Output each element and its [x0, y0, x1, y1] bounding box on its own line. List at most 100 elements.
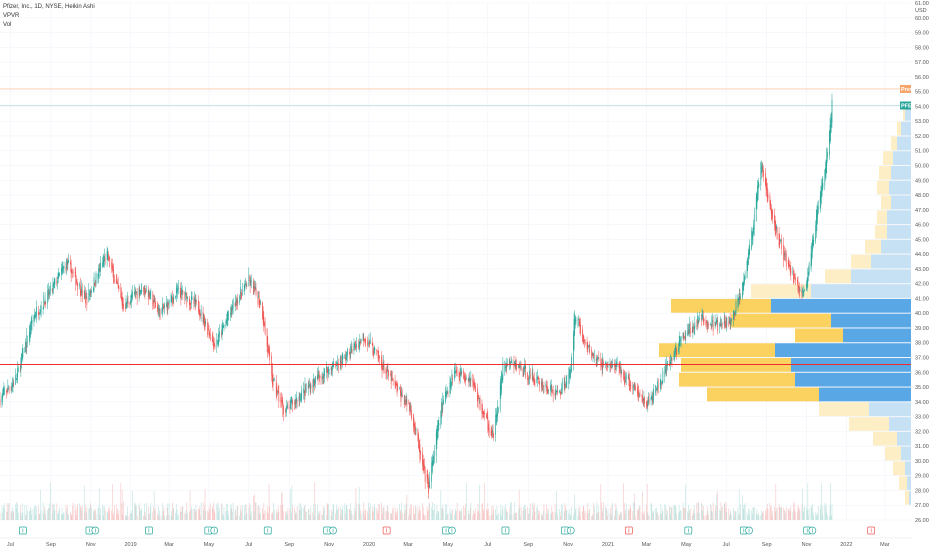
volume-bar — [603, 502, 604, 520]
volume-bar — [386, 505, 388, 520]
volume-bar — [104, 509, 106, 520]
candle — [217, 339, 218, 345]
event-markers[interactable] — [19, 526, 876, 535]
dividend-marker[interactable] — [91, 526, 100, 535]
volume-bar — [467, 510, 469, 520]
candle — [648, 392, 650, 405]
volume-bar — [541, 514, 543, 520]
volume-bar — [432, 509, 434, 520]
volume-bar — [591, 515, 592, 520]
volume-bar — [171, 511, 173, 520]
candle — [378, 350, 380, 363]
volume-bar — [253, 511, 255, 520]
candle — [738, 288, 740, 305]
volume-bar — [817, 514, 818, 520]
volume-bar — [72, 502, 74, 520]
candle — [428, 473, 429, 499]
volume-bar — [748, 514, 750, 520]
volume-bar — [509, 506, 511, 520]
dividend-marker[interactable] — [566, 526, 575, 535]
earnings-marker[interactable] — [263, 526, 272, 535]
volume-bar — [703, 506, 704, 520]
volume-bar — [248, 507, 250, 520]
split-marker[interactable] — [625, 526, 633, 535]
candle — [76, 275, 77, 284]
earnings-marker[interactable] — [85, 526, 94, 535]
candle — [230, 303, 232, 318]
candle — [394, 374, 396, 390]
candle — [259, 299, 261, 309]
volume-bar — [181, 511, 182, 520]
volume-bar — [113, 512, 114, 520]
candle — [504, 360, 506, 376]
dividend-marker[interactable] — [448, 526, 456, 535]
volume-bar — [349, 508, 351, 520]
dividend-marker[interactable] — [745, 526, 753, 535]
volume-bar — [185, 514, 186, 520]
candle — [684, 335, 685, 339]
legend-indicator-vol[interactable]: Vol — [3, 22, 12, 28]
volume-bar — [650, 502, 652, 520]
volume-bar — [245, 504, 247, 520]
volume-bar — [568, 513, 570, 520]
price-axis[interactable]: 61.0060.0059.0058.0057.0056.0055.0054.00… — [911, 0, 932, 550]
volume-bar — [830, 482, 831, 520]
volume-bar — [475, 508, 476, 520]
volume-bar — [262, 513, 264, 520]
candle — [565, 384, 566, 390]
candle — [757, 179, 758, 203]
earnings-marker[interactable] — [145, 526, 153, 535]
volume-bar — [570, 514, 572, 520]
candle — [40, 304, 41, 316]
volume-bar — [629, 510, 630, 520]
volume-bar — [34, 505, 35, 520]
volume-bar — [575, 509, 576, 520]
candle — [591, 351, 593, 357]
price-tick: 29.00 — [915, 474, 929, 480]
dividend-marker[interactable] — [329, 526, 337, 535]
vp-down-bar — [707, 387, 819, 402]
price-tick: 44.00 — [915, 252, 929, 258]
dividend-marker[interactable] — [210, 526, 219, 535]
candle — [271, 363, 273, 388]
candle — [588, 344, 590, 353]
earnings-marker[interactable] — [684, 526, 693, 535]
candle — [692, 320, 694, 339]
volume-bar — [372, 506, 374, 520]
candle — [830, 113, 832, 142]
volume-bar — [12, 510, 14, 520]
legend-symbol-line[interactable]: Pfizer, Inc., 1D, NYSE, Heikin Ashi — [3, 4, 95, 10]
time-axis[interactable]: Jul Sep Nov 2019 Mar May Jul Sep Nov 2020 Mar May Ju… — [0, 537, 911, 548]
volume-bar — [134, 502, 135, 520]
candle — [515, 356, 517, 372]
volume-bar — [625, 503, 627, 520]
candle — [488, 420, 489, 436]
earnings-marker[interactable] — [501, 526, 510, 535]
vp-down-bar — [819, 402, 869, 417]
legend-indicator-vpvr[interactable]: VPVR — [3, 13, 20, 19]
volume-bar — [409, 508, 410, 520]
dividend-marker[interactable] — [808, 526, 817, 535]
volume-bar — [53, 504, 54, 520]
candle — [813, 233, 815, 247]
candle — [719, 316, 721, 327]
candle — [548, 389, 549, 395]
volume-bar — [680, 509, 682, 520]
candle — [337, 355, 338, 371]
candle — [482, 403, 483, 418]
earnings-marker[interactable] — [323, 526, 332, 535]
candle — [94, 282, 96, 287]
candle — [296, 398, 298, 408]
split-marker[interactable] — [867, 526, 876, 535]
volume-bar — [812, 503, 813, 520]
volume-bar — [132, 490, 133, 520]
split-marker[interactable] — [382, 526, 391, 535]
earnings-marker[interactable] — [19, 526, 27, 535]
candle — [222, 319, 224, 335]
candle — [339, 354, 341, 371]
candle — [263, 311, 265, 332]
candles — [0, 93, 833, 499]
volume-bar — [405, 509, 406, 520]
candle — [716, 317, 717, 325]
